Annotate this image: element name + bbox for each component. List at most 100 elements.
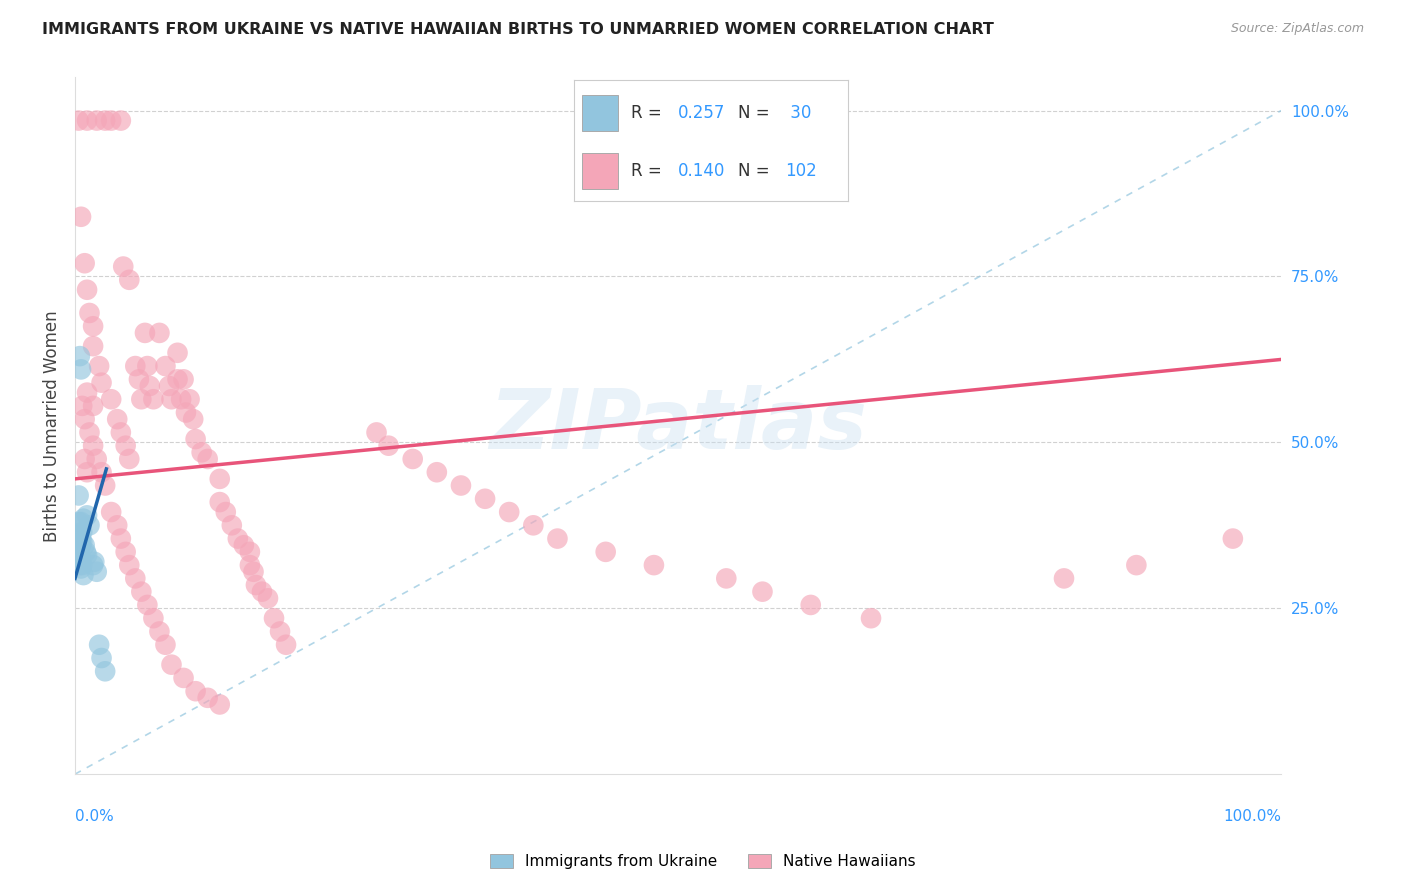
Point	[155, 638, 177, 652]
Point	[221, 518, 243, 533]
Point	[79, 425, 101, 440]
Point	[69, 551, 91, 566]
Point	[110, 532, 132, 546]
Point	[86, 452, 108, 467]
Point	[82, 399, 104, 413]
Point	[522, 518, 544, 533]
Point	[124, 359, 146, 373]
Point	[70, 210, 93, 224]
Point	[70, 535, 93, 549]
Point	[90, 651, 112, 665]
Point	[128, 372, 150, 386]
Point	[67, 113, 90, 128]
Point	[118, 558, 141, 573]
Point	[157, 379, 180, 393]
Point	[197, 690, 219, 705]
Text: IMMIGRANTS FROM UKRAINE VS NATIVE HAWAIIAN BIRTHS TO UNMARRIED WOMEN CORRELATION: IMMIGRANTS FROM UKRAINE VS NATIVE HAWAII…	[42, 22, 994, 37]
Point	[716, 571, 738, 585]
Point	[426, 465, 449, 479]
Point	[100, 113, 122, 128]
Text: 0.0%: 0.0%	[75, 809, 114, 824]
Point	[366, 425, 388, 440]
Point	[242, 565, 264, 579]
Point	[73, 412, 96, 426]
Point	[174, 405, 197, 419]
Text: 102: 102	[785, 161, 817, 179]
Point	[70, 551, 93, 566]
Y-axis label: Births to Unmarried Women: Births to Unmarried Women	[44, 310, 60, 541]
Text: Source: ZipAtlas.com: Source: ZipAtlas.com	[1230, 22, 1364, 36]
Point	[148, 326, 170, 340]
Point	[450, 478, 472, 492]
Point	[69, 532, 91, 546]
Point	[86, 565, 108, 579]
Point	[105, 518, 128, 533]
Point	[110, 113, 132, 128]
Point	[170, 392, 193, 407]
Point	[250, 584, 273, 599]
Point	[142, 611, 165, 625]
Point	[155, 359, 177, 373]
Point	[142, 392, 165, 407]
Point	[83, 555, 105, 569]
Point	[134, 326, 156, 340]
Point	[70, 532, 93, 546]
Point	[79, 518, 101, 533]
Point	[269, 624, 291, 639]
Point	[190, 445, 212, 459]
Point	[498, 505, 520, 519]
Point	[800, 598, 823, 612]
Point	[751, 584, 773, 599]
Point	[70, 524, 93, 539]
Point	[76, 465, 98, 479]
Point	[208, 472, 231, 486]
Point	[69, 558, 91, 573]
Point	[179, 392, 201, 407]
Point	[148, 624, 170, 639]
Point	[75, 545, 97, 559]
Point	[100, 392, 122, 407]
Point	[232, 538, 254, 552]
Point	[184, 432, 207, 446]
FancyBboxPatch shape	[582, 153, 617, 188]
Point	[76, 113, 98, 128]
Point	[114, 545, 136, 559]
Point	[160, 657, 183, 672]
Point	[82, 558, 104, 573]
Legend: Immigrants from Ukraine, Native Hawaiians: Immigrants from Ukraine, Native Hawaiian…	[484, 848, 922, 875]
Point	[208, 495, 231, 509]
Point	[131, 392, 153, 407]
Text: ZIPatlas: ZIPatlas	[489, 385, 868, 467]
Point	[860, 611, 883, 625]
Point	[79, 306, 101, 320]
Point	[76, 548, 98, 562]
Point	[1053, 571, 1076, 585]
Point	[173, 671, 195, 685]
Point	[82, 319, 104, 334]
Point	[70, 558, 93, 573]
Point	[166, 372, 188, 386]
Point	[94, 665, 117, 679]
Point	[136, 598, 159, 612]
Text: 0.140: 0.140	[678, 161, 725, 179]
Point	[546, 532, 568, 546]
Point	[73, 452, 96, 467]
Point	[72, 568, 94, 582]
Point	[118, 452, 141, 467]
Point	[643, 558, 665, 573]
Point	[257, 591, 280, 606]
Point	[215, 505, 238, 519]
Point	[139, 379, 162, 393]
Text: 0.257: 0.257	[678, 103, 725, 122]
Point	[86, 113, 108, 128]
Point	[72, 511, 94, 525]
Point	[82, 439, 104, 453]
Point	[69, 349, 91, 363]
Point	[245, 578, 267, 592]
Point	[173, 372, 195, 386]
FancyBboxPatch shape	[582, 95, 617, 131]
Point	[94, 113, 117, 128]
Point	[67, 528, 90, 542]
Point	[100, 505, 122, 519]
Point	[90, 376, 112, 390]
